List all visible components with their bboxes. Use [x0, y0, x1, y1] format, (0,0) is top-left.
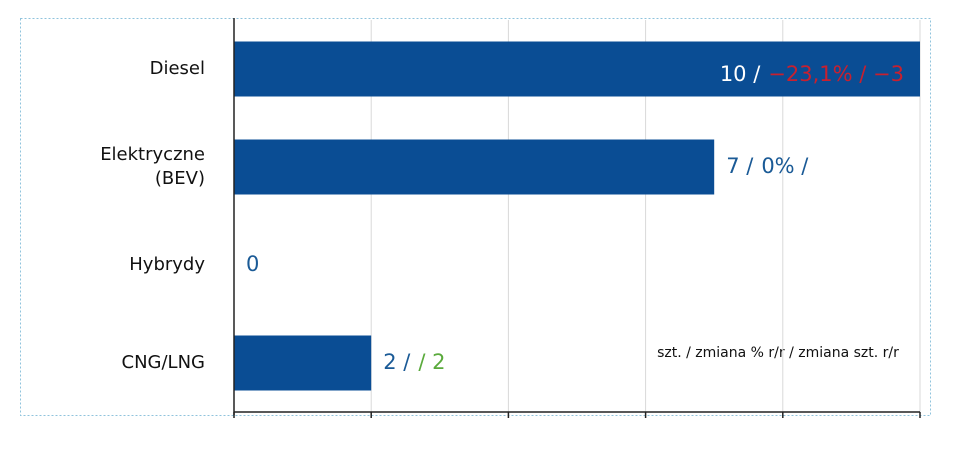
- category-line: Elektryczne: [100, 144, 205, 165]
- value-label: 2 / / 2: [383, 350, 445, 374]
- value-label: 7 / 0% /: [726, 154, 809, 178]
- value-label: 0: [246, 252, 259, 276]
- bar: [234, 139, 715, 195]
- bar: [234, 41, 920, 97]
- value-text: 2 /: [383, 350, 411, 374]
- change-text: 0% /: [761, 154, 809, 178]
- value-text: 10 /: [720, 62, 761, 86]
- category-label: Hybrydy: [129, 254, 205, 275]
- value-text: 7 /: [726, 154, 754, 178]
- category-label: Diesel: [150, 58, 205, 79]
- value-text: 0: [246, 252, 259, 276]
- frame: [20, 18, 931, 416]
- category-label: CNG/LNG: [122, 352, 206, 373]
- note: szt. / zmiana % r/r / zmiana szt. r/r: [657, 345, 899, 361]
- change-text: −23,1% / −3: [768, 62, 904, 86]
- change-text: / 2: [418, 350, 445, 374]
- category-label: Elektryczne (BEV): [100, 144, 205, 189]
- bar: [234, 335, 372, 391]
- category-line: (BEV): [155, 168, 205, 189]
- value-label: 10 / −23,1% / −3: [720, 62, 904, 86]
